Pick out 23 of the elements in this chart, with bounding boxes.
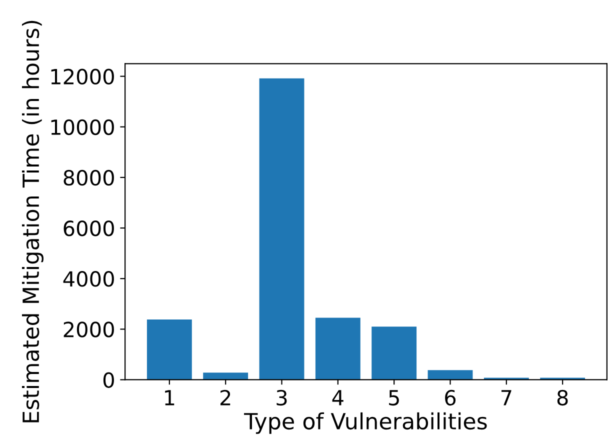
x-tick-label: 1 [165,390,174,406]
bar [428,370,473,380]
x-tick-label: 2 [220,390,230,406]
y-tick-label: 4000 [63,271,114,287]
bar [203,372,248,380]
y-tick-label: 8000 [64,170,114,186]
y-tick-label: 2000 [64,322,114,338]
bar [315,318,360,380]
x-tick-label: 3 [276,390,287,406]
x-axis-title: Type of Vulnerabilities [244,412,487,434]
x-tick-label: 6 [445,390,456,406]
x-tick-label: 8 [557,390,568,406]
x-tick-label: 7 [501,390,512,406]
y-axis-title: Estimated Mitigation Time (in hours) [22,20,44,422]
x-tick-label: 4 [332,390,344,406]
x-tick-label: 5 [389,390,399,406]
bar [372,326,417,380]
y-tick-label: 10000 [51,119,114,136]
y-tick-label: 6000 [64,220,114,236]
bar [146,320,192,380]
bar [259,78,304,380]
y-tick-label: 12000 [51,68,114,85]
y-tick-label: 0 [103,372,114,388]
